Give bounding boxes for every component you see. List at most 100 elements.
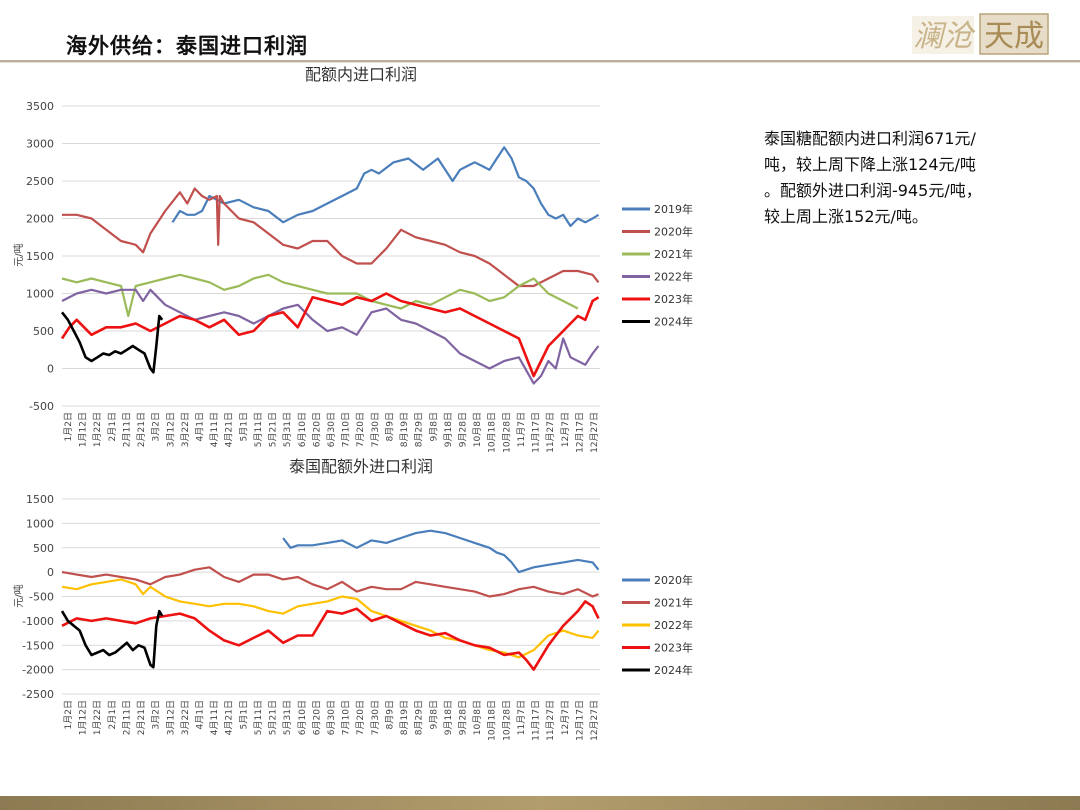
y-tick-label: -2500 [22,688,54,701]
summary-line-1: 泰国糖配额内进口利润671元/ [764,129,976,148]
x-tick-label: 8月19日 [399,700,410,735]
y-tick-label: 2000 [26,213,54,226]
series-line-2023年 [60,292,600,378]
x-tick-label: 8月29日 [414,700,425,735]
summary-text: 泰国糖配额内进口利润671元/ 吨，较上周下降上涨124元/吨 。配额外进口利润… [764,126,1054,230]
x-tick-label: 7月30日 [370,700,381,735]
x-tick-label: 5月31日 [282,412,293,447]
x-tick-label: 11月7日 [516,412,527,447]
series-line-2023年 [61,600,600,671]
x-tick-label: 11月27日 [545,700,556,741]
x-tick-label: 8月29日 [414,412,425,447]
x-tick-label: 3月2日 [151,700,162,729]
y-tick-label: 2500 [26,175,54,188]
x-tick-label: 1月22日 [92,412,103,447]
y-tick-label: 500 [33,325,54,338]
x-tick-label: 9月8日 [428,412,439,441]
y-tick-label: -1500 [22,639,54,652]
legend-entry: 2019年 [654,202,693,216]
x-tick-label: 4月21日 [224,700,235,735]
legend-entry: 2020年 [654,225,693,239]
x-tick-label: 5月21日 [268,412,279,447]
legend-entry: 2023年 [654,641,693,655]
chart-title: 配额内进口利润 [305,65,417,84]
x-tick-label: 10月18日 [487,412,498,453]
y-tick-label: 1500 [26,250,54,263]
legend-entry: 2023年 [654,292,693,306]
y-axis-label: 元/吨 [12,584,25,607]
x-tick-label: 1月2日 [63,700,74,729]
x-tick-label: 4月11日 [209,412,220,447]
x-tick-label: 3月22日 [180,412,191,447]
y-tick-label: 0 [47,566,54,579]
series-line-2024年 [60,609,164,669]
x-tick-label: 9月18日 [443,700,454,735]
x-tick-label: 4月1日 [195,700,206,729]
x-tick-label: 1月12日 [78,412,89,447]
y-tick-label: 3000 [26,138,54,151]
series-line-2021年 [61,566,599,598]
legend-entry: 2024年 [654,315,693,329]
title-divider [0,60,1080,63]
svg-text:天成: 天成 [984,19,1044,54]
x-tick-label: 7月10日 [341,412,352,447]
series-line-2020年 [62,187,600,288]
x-tick-label: 5月1日 [238,700,249,729]
footer-bar [0,796,1080,810]
x-tick-label: 4月21日 [224,412,235,447]
x-tick-label: 12月17日 [574,412,585,453]
summary-line-4: 较上周上涨152元/吨。 [764,207,928,226]
y-tick-label: -500 [29,591,54,604]
x-tick-label: 5月21日 [268,700,279,735]
y-tick-label: 500 [33,542,54,555]
x-tick-label: 2月11日 [121,700,132,735]
y-tick-label: 1000 [26,517,54,530]
series-line-2021年 [61,273,579,318]
x-tick-label: 4月11日 [209,700,220,735]
x-tick-label: 10月8日 [472,700,483,735]
x-tick-label: 10月8日 [472,412,483,447]
series-line-2022年 [61,578,600,659]
x-tick-label: 10月28日 [501,700,512,741]
legend-entry: 2020年 [654,573,693,587]
y-tick-label: -1000 [22,615,54,628]
chart-title: 泰国配额外进口利润 [289,457,433,476]
legend-entry: 2022年 [654,270,693,284]
x-tick-label: 2月1日 [107,412,118,441]
x-tick-label: 12月7日 [560,412,571,447]
x-tick-label: 5月31日 [282,700,293,735]
summary-line-2: 吨，较上周下降上涨124元/吨 [764,155,976,174]
x-tick-label: 11月7日 [516,700,527,735]
x-tick-label: 2月21日 [136,700,147,735]
x-tick-label: 6月10日 [297,700,308,735]
x-tick-label: 2月11日 [121,412,132,447]
x-tick-label: 12月27日 [589,412,600,453]
summary-line-3: 。配额外进口利润-945元/吨， [764,181,982,200]
x-tick-label: 1月12日 [78,700,89,735]
y-tick-label: 3500 [26,100,54,113]
y-tick-label: 0 [47,363,54,376]
x-tick-label: 5月11日 [253,412,264,447]
legend-entry: 2024年 [654,663,693,677]
x-tick-label: 1月22日 [92,700,103,735]
y-tick-label: -500 [29,400,54,413]
x-tick-label: 11月17日 [531,412,542,453]
y-tick-label: -2000 [22,664,54,677]
legend-entry: 2022年 [654,618,693,632]
x-tick-label: 11月17日 [531,700,542,741]
x-tick-label: 12月7日 [560,700,571,735]
x-tick-label: 10月28日 [501,412,512,453]
x-tick-label: 12月27日 [589,700,600,741]
x-tick-label: 7月30日 [370,412,381,447]
x-tick-label: 4月1日 [195,412,206,441]
page-title: 海外供给：泰国进口利润 [66,34,308,58]
x-tick-label: 8月9日 [384,412,395,441]
series-line-2022年 [61,288,600,385]
x-tick-label: 11月27日 [545,412,556,453]
x-tick-label: 5月1日 [238,412,249,441]
x-tick-label: 2月21日 [136,412,147,447]
x-tick-label: 3月2日 [151,412,162,441]
series-line-2024年 [60,311,164,374]
